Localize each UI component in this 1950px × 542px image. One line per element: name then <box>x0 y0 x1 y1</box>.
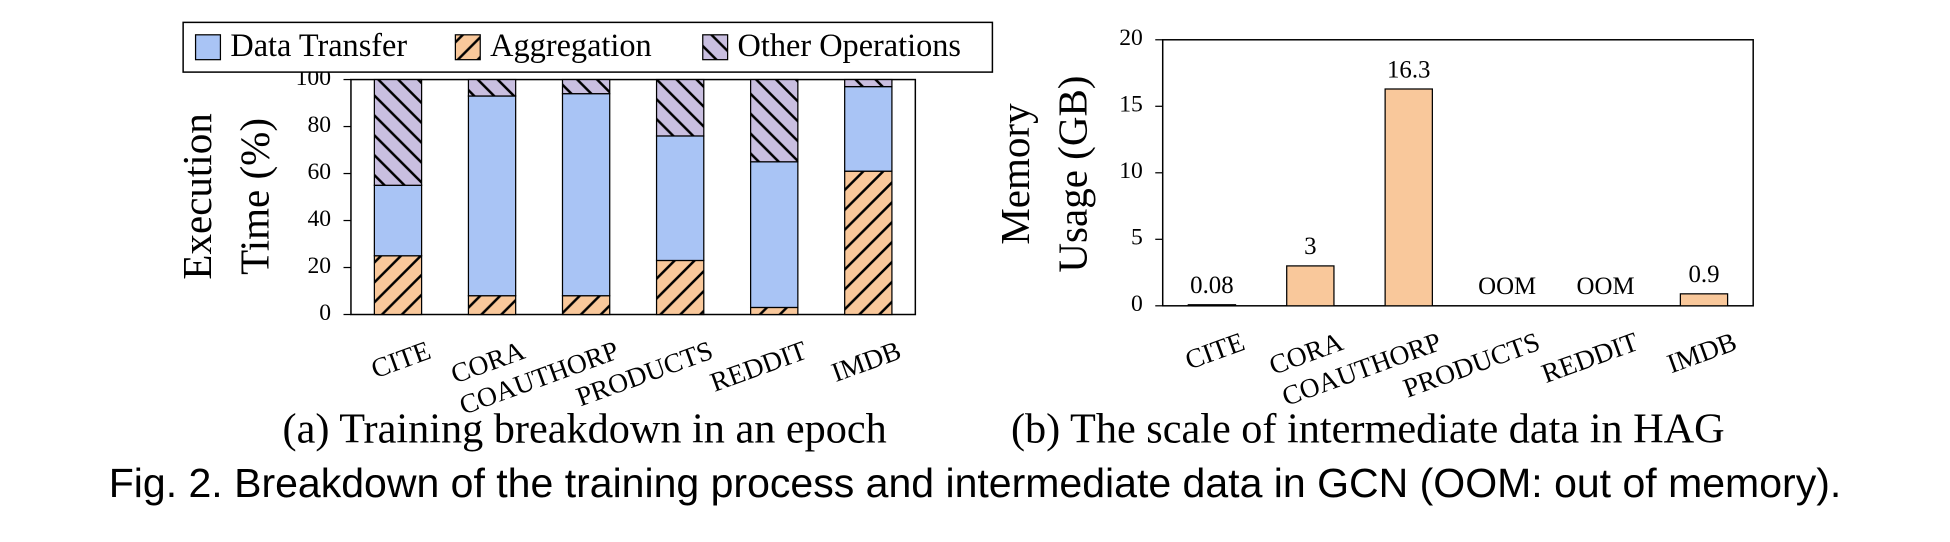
plot-frame <box>1161 39 1754 307</box>
figure-caption: Fig. 2. Breakdown of the training proces… <box>109 460 1842 506</box>
bar-segment <box>561 295 611 316</box>
value-label: 0.08 <box>1190 272 1234 299</box>
legend-label: Data Transfer <box>230 27 407 63</box>
y-axis-label: Time (%) <box>231 118 277 275</box>
bar <box>1384 88 1433 307</box>
legend-label: Aggregation <box>490 27 652 63</box>
y-tick-label: 60 <box>307 159 331 185</box>
chart-caption: (a) Training breakdown in an epoch <box>283 405 887 452</box>
y-axis-label: Usage (GB) <box>1049 76 1095 273</box>
y-axis-label: Memory <box>992 103 1038 245</box>
bar-segment <box>844 78 893 88</box>
y-axis-label: Execution <box>174 113 220 279</box>
y-tick-label: 80 <box>307 112 331 138</box>
value-label: OOM <box>1478 273 1536 300</box>
bar-segment <box>749 161 799 309</box>
y-tick-label: 40 <box>307 206 331 232</box>
bar-segment <box>373 184 423 257</box>
value-label: OOM <box>1577 273 1635 300</box>
bar-segment <box>561 78 611 95</box>
x-tick-label: CITE <box>1181 326 1248 375</box>
y-tick-label: 20 <box>307 253 331 279</box>
bar-segment <box>749 306 799 316</box>
x-tick-label: CITE <box>367 335 434 384</box>
legend-swatch <box>194 34 222 61</box>
chart-caption: (b) The scale of intermediate data in HA… <box>1011 405 1725 452</box>
x-tick-label: REDDIT <box>706 335 811 398</box>
bar <box>1187 304 1237 307</box>
legend-box <box>182 21 994 73</box>
bar-segment <box>749 78 799 163</box>
y-tick-label: 20 <box>1119 25 1143 51</box>
bar-segment <box>467 295 517 316</box>
x-tick-label: IMDB <box>1663 326 1740 379</box>
legend-swatch <box>702 34 729 61</box>
x-tick-label: REDDIT <box>1538 326 1643 389</box>
bar-segment <box>655 78 705 137</box>
bar-segment <box>373 255 423 316</box>
bar-segment <box>467 78 517 97</box>
bar-segment <box>467 95 517 297</box>
bar-segment <box>844 170 893 316</box>
plot-frame <box>350 78 917 316</box>
legend-label: Other Operations <box>738 27 961 63</box>
bar-segment <box>844 85 893 172</box>
y-tick-label: 15 <box>1119 92 1143 118</box>
bar-segment <box>561 93 611 297</box>
bar-segment <box>655 135 705 262</box>
x-tick-label: IMDB <box>827 335 904 388</box>
bar <box>1286 265 1335 307</box>
value-label: 3 <box>1304 233 1316 260</box>
legend-swatch <box>454 34 481 61</box>
bar <box>1679 293 1729 307</box>
bar-segment <box>373 78 423 186</box>
value-label: 16.3 <box>1387 56 1431 83</box>
y-tick-label: 10 <box>1119 158 1143 184</box>
value-label: 0.9 <box>1688 261 1719 288</box>
y-tick-label: 5 <box>1131 225 1143 251</box>
y-tick-label: 0 <box>319 300 331 326</box>
bar-segment <box>655 259 705 316</box>
y-tick-label: 0 <box>1131 291 1143 317</box>
